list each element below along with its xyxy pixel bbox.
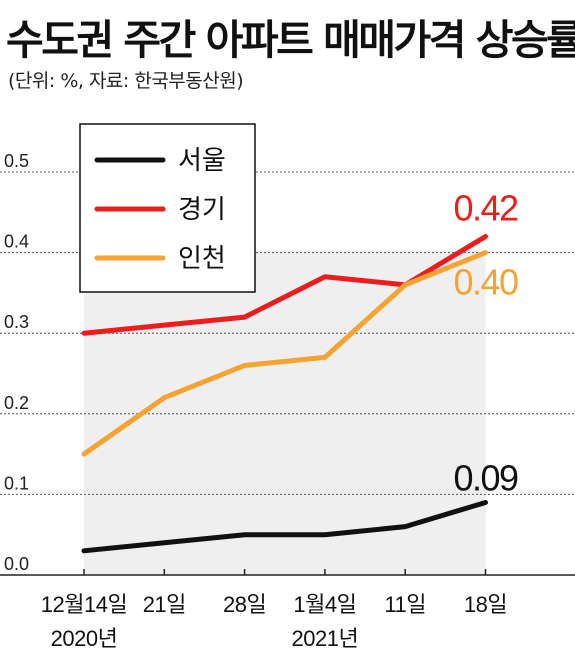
x-tick-label: 21일 [143, 592, 186, 617]
series-line-서울 [81, 499, 488, 554]
x-tick-label: 28일 [223, 592, 266, 617]
data-label-경기: 0.42 [453, 187, 518, 228]
legend-label-경기: 경기 [178, 195, 226, 225]
series-line-인천 [81, 250, 488, 457]
x-tick-label: 11일 [384, 592, 426, 617]
chart-subtitle: (단위: %, 자료: 한국부동산원) [8, 70, 244, 92]
legend-label-서울: 서울 [178, 146, 226, 176]
x-group-label: 2021년 [292, 626, 359, 651]
x-tick-label: 12월14일 [41, 592, 127, 617]
y-tick-label: 0.2 [4, 393, 29, 413]
y-tick-label: 0.0 [4, 554, 29, 574]
y-tick-label: 0.5 [4, 151, 29, 171]
chart-title: 수도권 주간 아파트 매매가격 상승률 [6, 16, 575, 64]
data-label-서울: 0.09 [453, 457, 518, 498]
x-tick-label: 1월4일 [293, 592, 356, 617]
x-group-label: 2020년 [51, 626, 118, 651]
x-tick-label: 18일 [464, 592, 507, 617]
y-tick-label: 0.1 [4, 473, 29, 493]
y-tick-label: 0.4 [4, 232, 29, 252]
data-label-인천: 0.40 [453, 262, 518, 303]
y-tick-label: 0.3 [4, 312, 29, 332]
legend-label-인천: 인천 [178, 244, 226, 274]
